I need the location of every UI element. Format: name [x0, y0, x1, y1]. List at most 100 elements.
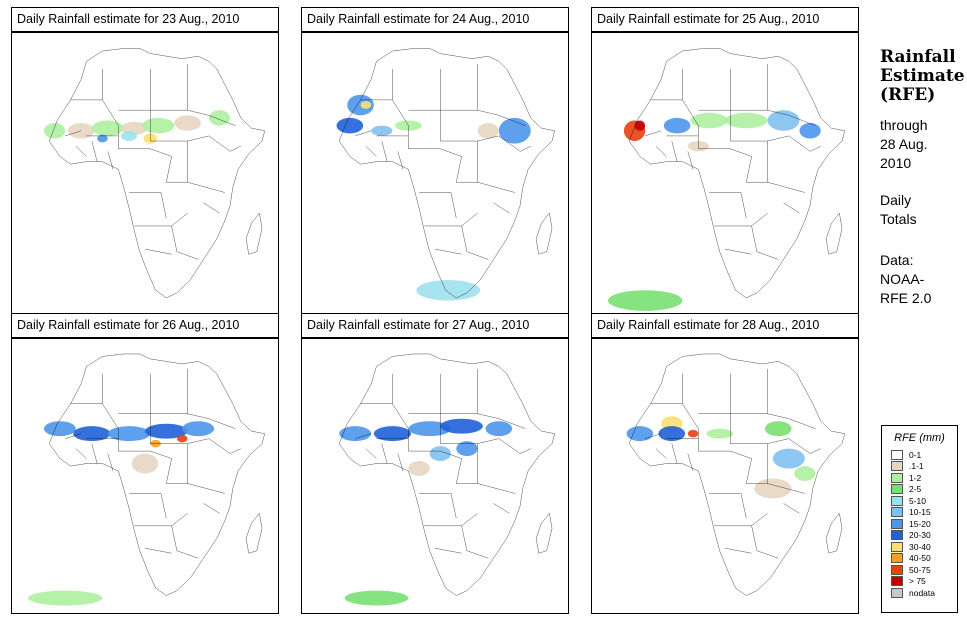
country-border: [108, 454, 113, 471]
country-border: [451, 493, 456, 518]
rainfall-area: [440, 418, 483, 434]
legend-label: 1-2: [909, 472, 922, 483]
rainfall-area: [73, 426, 111, 442]
country-border: [209, 115, 236, 125]
country-border: [698, 69, 730, 110]
country-border: [752, 226, 779, 259]
rainfall-area: [725, 112, 768, 129]
country-border: [188, 414, 209, 419]
country-border: [65, 131, 81, 136]
rainfall-map: [11, 32, 279, 317]
country-border: [145, 249, 172, 254]
africa-basemap: [626, 339, 858, 613]
rainfall-area: [152, 79, 191, 90]
country-border: [134, 513, 187, 525]
country-border: [209, 439, 241, 454]
country-border: [161, 493, 166, 518]
country-border: [361, 374, 393, 404]
country-border: [392, 100, 408, 149]
legend-item: 0-1: [891, 449, 957, 461]
legend-swatch: [891, 564, 903, 575]
country-border: [166, 459, 187, 484]
legend-swatch: [891, 495, 903, 506]
country-border: [725, 548, 752, 553]
title-line: (RFE): [880, 85, 936, 105]
legend-swatch: [891, 518, 903, 529]
country-border: [435, 249, 462, 254]
rainfall-area: [607, 290, 683, 311]
madagascar-coastline: [246, 213, 262, 254]
country-border: [188, 182, 225, 192]
rainfall-map: [301, 338, 569, 614]
rainfall-area: [176, 434, 188, 443]
product-title: Rainfall Estimate (RFE): [880, 48, 965, 105]
country-border: [651, 69, 683, 100]
rainfall-area: [131, 453, 159, 474]
legend-item: 40-50: [891, 553, 957, 565]
africa-coastline: [629, 48, 844, 298]
data-label: Data:: [880, 252, 914, 268]
rainfall-area: [799, 123, 821, 139]
data-source: Data: NOAA- RFE 2.0: [880, 251, 965, 308]
country-border: [398, 151, 403, 169]
country-border: [789, 419, 816, 429]
legend-swatch: [891, 472, 903, 483]
rainfall-area: [121, 130, 138, 142]
country-border: [656, 449, 667, 459]
rainfall-map: [591, 32, 859, 317]
country-border: [462, 226, 489, 259]
madagascar-coastline: [536, 213, 552, 254]
country-border: [784, 503, 800, 513]
rainfall-area: [371, 125, 393, 136]
country-border: [382, 141, 387, 162]
rainfall-area: [408, 461, 430, 476]
rainfall-area: [43, 123, 66, 139]
legend-label: 0-1: [909, 449, 922, 460]
country-border: [76, 449, 87, 459]
rainfall-map: [11, 338, 279, 614]
country-border: [752, 526, 779, 558]
panel-title: Daily Rainfall estimate for 25 Aug., 201…: [591, 7, 859, 32]
title-line: Estimate: [880, 66, 965, 86]
country-border: [451, 193, 456, 219]
panel-title: Daily Rainfall estimate for 24 Aug., 201…: [301, 7, 569, 32]
country-border: [730, 136, 789, 141]
country-border: [478, 110, 499, 115]
country-border: [118, 69, 150, 110]
country-border: [134, 213, 187, 226]
country-border: [688, 454, 693, 471]
madagascar-coastline: [826, 213, 842, 254]
rainfall-area: [456, 441, 478, 457]
country-border: [746, 459, 767, 484]
africa-basemap: [607, 33, 858, 311]
africa-basemap: [336, 33, 568, 301]
country-border: [746, 156, 767, 182]
legend-swatch: [891, 576, 903, 587]
country-border: [789, 115, 816, 125]
country-border: [204, 503, 220, 513]
legend-label: 20-30: [909, 530, 931, 541]
rainfall-area: [336, 117, 364, 134]
rainfall-area: [174, 115, 201, 131]
country-border: [92, 444, 97, 464]
country-border: [651, 374, 683, 404]
legend-swatch: [891, 530, 903, 541]
country-border: [672, 444, 677, 464]
country-border: [440, 64, 477, 110]
country-border: [118, 149, 171, 157]
country-border: [714, 213, 767, 226]
country-border: [714, 513, 767, 525]
country-border: [682, 100, 698, 149]
panel-title: Daily Rainfall estimate for 26 Aug., 201…: [11, 313, 279, 338]
country-border: [424, 213, 477, 226]
country-border: [408, 69, 440, 110]
country-border: [456, 459, 477, 484]
rainfall-area: [764, 421, 792, 437]
legend-swatch: [891, 587, 903, 598]
legend-item: 2-5: [891, 484, 957, 496]
country-border: [784, 203, 800, 213]
legend-item: > 75: [891, 576, 957, 588]
country-border: [76, 146, 87, 156]
country-border: [478, 483, 515, 493]
rainfall-area: [477, 123, 499, 139]
